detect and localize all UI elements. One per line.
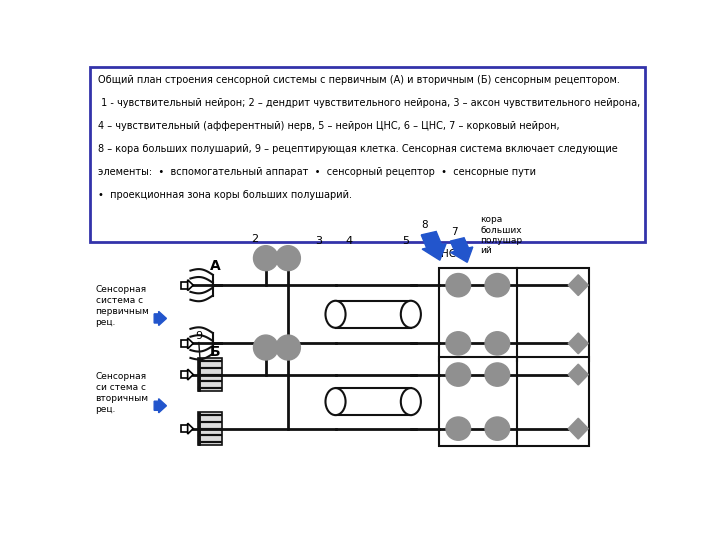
Bar <box>181 371 188 378</box>
Bar <box>336 388 411 415</box>
Text: 9: 9 <box>195 331 202 341</box>
Polygon shape <box>188 423 193 434</box>
Text: 1 - чувствительный нейрон; 2 – дендрит чувствительного нейрона, 3 – аксон чувств: 1 - чувствительный нейрон; 2 – дендрит ч… <box>99 98 641 108</box>
Text: 7: 7 <box>451 227 458 237</box>
Bar <box>181 426 188 432</box>
Text: 4: 4 <box>346 235 353 246</box>
Ellipse shape <box>276 246 300 271</box>
Text: кора
больших
полушар
ий: кора больших полушар ий <box>481 215 523 255</box>
Ellipse shape <box>325 388 346 415</box>
Text: 2: 2 <box>251 233 258 244</box>
FancyBboxPatch shape <box>90 67 645 241</box>
Text: Сенсорная
система с
первичным
рец.: Сенсорная система с первичным рец. <box>96 285 150 327</box>
FancyArrow shape <box>154 399 166 413</box>
Polygon shape <box>568 275 588 295</box>
Bar <box>181 340 188 347</box>
Text: 4 – чувствительный (афферентный) нерв, 5 – нейрон ЦНС, 6 – ЦНС, 7 – корковый ней: 4 – чувствительный (афферентный) нерв, 5… <box>99 121 560 131</box>
Ellipse shape <box>253 335 278 360</box>
Ellipse shape <box>325 301 346 328</box>
Ellipse shape <box>446 417 471 440</box>
Polygon shape <box>568 364 588 385</box>
FancyArrow shape <box>421 232 446 260</box>
Ellipse shape <box>446 332 471 355</box>
Text: Общий план строения сенсорной системы с первичным (А) и вторичным (Б) сенсорным : Общий план строения сенсорной системы с … <box>99 75 620 85</box>
Polygon shape <box>188 369 193 380</box>
Bar <box>438 268 590 361</box>
Bar <box>336 301 411 328</box>
Ellipse shape <box>485 417 510 440</box>
Text: Б: Б <box>210 345 221 359</box>
FancyArrow shape <box>450 238 473 262</box>
Polygon shape <box>188 280 193 291</box>
Text: 8 – кора больших полушарий, 9 – рецептирующая клетка. Сенсорная система включает: 8 – кора больших полушарий, 9 – рецептир… <box>99 144 618 154</box>
Text: А: А <box>210 259 221 273</box>
Text: •  проекционная зона коры больших полушарий.: • проекционная зона коры больших полушар… <box>99 190 352 200</box>
Text: 8: 8 <box>421 220 428 230</box>
Text: 3: 3 <box>315 235 323 246</box>
Bar <box>181 282 188 288</box>
Bar <box>198 358 222 391</box>
Ellipse shape <box>446 274 471 297</box>
Polygon shape <box>568 333 588 354</box>
Bar <box>198 412 222 445</box>
Text: элементы:  •  вспомогательный аппарат  •  сенсорный рецептор  •  сенсорные пути: элементы: • вспомогательный аппарат • се… <box>99 167 536 177</box>
Text: ЦНС: ЦНС <box>433 248 456 258</box>
Ellipse shape <box>446 363 471 386</box>
Ellipse shape <box>276 335 300 360</box>
Ellipse shape <box>485 332 510 355</box>
Polygon shape <box>188 338 193 349</box>
Ellipse shape <box>485 363 510 386</box>
Bar <box>438 357 590 446</box>
Ellipse shape <box>401 388 421 415</box>
Polygon shape <box>568 418 588 439</box>
Text: 5: 5 <box>402 235 409 246</box>
FancyArrow shape <box>154 312 166 326</box>
Text: Сенсорная
си стема с
вторичным
рец.: Сенсорная си стема с вторичным рец. <box>96 372 149 414</box>
Ellipse shape <box>253 246 278 271</box>
Ellipse shape <box>485 274 510 297</box>
Ellipse shape <box>401 301 421 328</box>
